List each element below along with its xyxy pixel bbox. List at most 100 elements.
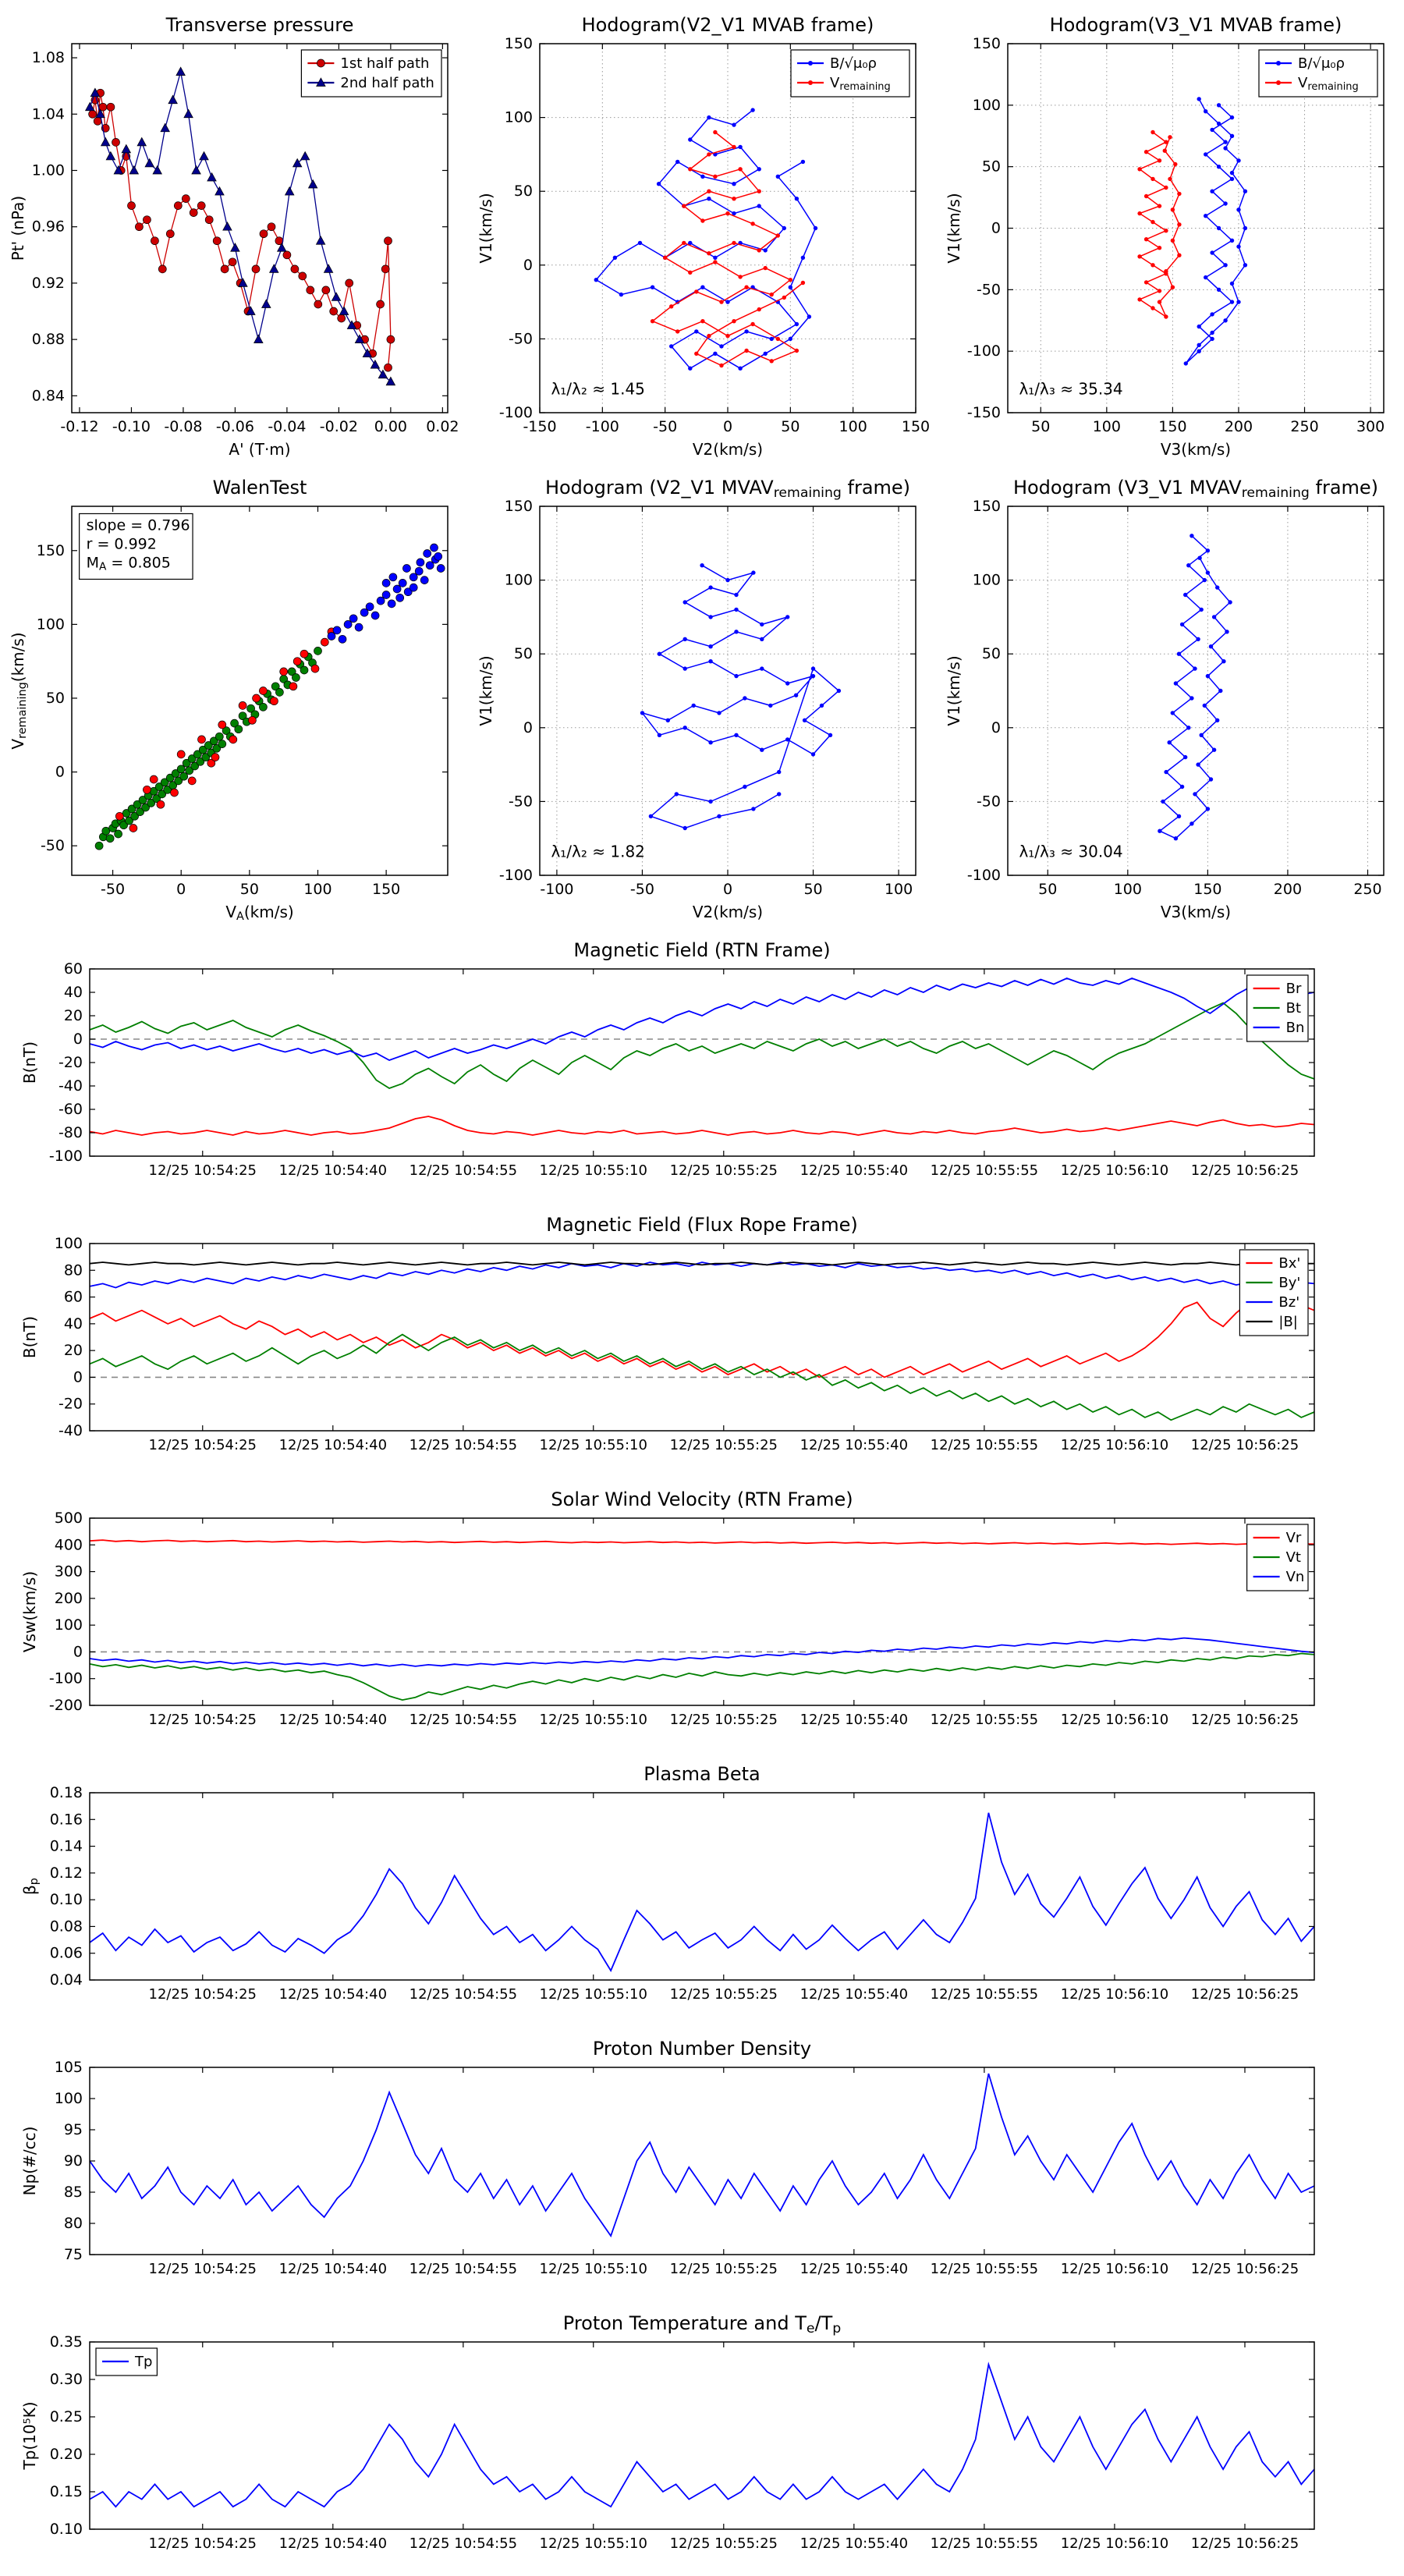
x-tick-label: 0 — [723, 881, 732, 898]
legend-label: By' — [1278, 1275, 1300, 1291]
plasma-beta-series — [89, 1812, 1315, 1972]
y-tick-label: 50 — [982, 158, 1001, 176]
chart-title: Magnetic Field (RTN Frame) — [573, 939, 830, 961]
y-tick-label: 0 — [523, 719, 533, 736]
legend-label: |B| — [1278, 1314, 1297, 1330]
y-tick-label: -40 — [58, 1077, 83, 1095]
x-tick-label: 12/25 10:56:25 — [1191, 1712, 1299, 1728]
y-tick-label: 0 — [991, 220, 1001, 237]
y-tick-label: -100 — [967, 342, 1001, 360]
y-tick-label: 150 — [973, 498, 1001, 515]
x-tick-label: 12/25 10:56:10 — [1061, 2535, 1168, 2552]
Bt-line — [89, 1002, 1315, 1089]
hodogram-v2v1-mvab-series — [594, 108, 818, 371]
walen-test-series — [94, 543, 445, 850]
y-tick-label: 0 — [73, 1031, 83, 1048]
transverse-pressure-series — [84, 66, 396, 386]
y-tick-label: -200 — [49, 1697, 83, 1714]
x-axis-label: VA(km/s) — [225, 903, 293, 923]
x-tick-label: -50 — [101, 881, 125, 898]
hodogram-v3v1-mvav-svg: 50 100 150 200 250 -100 -50 0 50 100 150 Hodogram (… — [945, 477, 1384, 921]
solar-wind-velocity-rtn-svg: 12/25 10:54:25 12/25 10:54:40 12/25 10:54:… — [20, 1488, 1315, 1728]
proton-number-density-svg: 12/25 10:54:25 12/25 10:54:40 12/25 10:54:… — [20, 2038, 1315, 2277]
x-tick-label: 250 — [1353, 881, 1381, 898]
y-tick-label: -50 — [977, 793, 1001, 810]
y-tick-label: 0.88 — [32, 331, 65, 348]
y-tick-label: 150 — [973, 35, 1001, 52]
v-remaining-path-line — [651, 131, 803, 367]
chart-title: WalenTest — [213, 477, 307, 499]
y-tick-label: 100 — [505, 109, 533, 126]
y-tick-label: 300 — [55, 1563, 83, 1581]
x-tick-label: 12/25 10:54:55 — [410, 1437, 517, 1453]
Vr-line — [89, 1539, 1315, 1545]
y-tick-label: 1.08 — [32, 49, 65, 66]
y-tick-label: 150 — [505, 35, 533, 52]
x-tick-label: 12/25 10:54:40 — [279, 2261, 387, 2277]
legend-label: Bn — [1286, 1020, 1305, 1036]
x-tick-label: 12/25 10:55:40 — [800, 1162, 908, 1179]
x-tick-label: 12/25 10:56:25 — [1191, 1162, 1299, 1179]
y-tick-label: 1.04 — [32, 105, 65, 122]
x-tick-label: -100 — [586, 418, 619, 435]
hodogram-v2v1-mvav-series — [640, 563, 842, 831]
x-tick-label: 12/25 10:55:25 — [670, 1712, 778, 1728]
walen-test-svg: -50 0 50 100 150 -50 0 50 100 150 WalenTest VA(km/s… — [9, 477, 448, 923]
y-tick-label: 0 — [523, 257, 533, 274]
chart-title: Hodogram (V2_V1 MVAVremaining frame) — [545, 477, 910, 501]
x-tick-label: 50 — [803, 881, 822, 898]
legend-label: Vn — [1286, 1569, 1305, 1585]
stats-box — [79, 513, 193, 580]
y-tick-label: -100 — [499, 867, 533, 884]
y-axis-label: V1(km/s) — [477, 193, 495, 263]
x-tick-label: 12/25 10:55:40 — [800, 1437, 908, 1453]
x-tick-label: 12/25 10:54:40 — [279, 1712, 387, 1728]
x-axis-label: V2(km/s) — [693, 903, 763, 921]
x-tick-label: 12/25 10:54:40 — [279, 2535, 387, 2552]
y-tick-label: 0.25 — [50, 2408, 83, 2425]
x-tick-label: -0.08 — [164, 418, 202, 435]
y-axis-label: Np(#/cc) — [20, 2127, 39, 2196]
x-tick-label: 12/25 10:54:25 — [149, 1712, 257, 1728]
y-tick-label: 85 — [64, 2184, 83, 2201]
x-tick-label: 12/25 10:55:10 — [540, 1162, 647, 1179]
y-tick-label: 50 — [514, 645, 533, 662]
x-tick-label: -150 — [523, 418, 556, 435]
legend: B/√μ₀ρ Vremaining — [790, 49, 910, 98]
stats-line: r = 0.992 — [87, 535, 157, 552]
y-tick-label: 0.30 — [50, 2371, 83, 2388]
y-axis-label: B(nT) — [20, 1041, 39, 1084]
y-tick-label: -100 — [49, 1148, 83, 1165]
y-tick-label: 0 — [991, 719, 1001, 736]
y-tick-label: 0.14 — [50, 1838, 83, 1855]
x-tick-label: 12/25 10:56:10 — [1061, 1162, 1168, 1179]
x-tick-label: -0.12 — [60, 418, 98, 435]
y-tick-label: 400 — [55, 1536, 83, 1553]
x-tick-label: 100 — [1093, 418, 1121, 435]
x-tick-label: 12/25 10:55:10 — [540, 1712, 647, 1728]
x-tick-label: 12/25 10:55:25 — [670, 1437, 778, 1453]
y-tick-label: 100 — [55, 1616, 83, 1634]
y-tick-label: 0.15 — [50, 2483, 83, 2500]
y-tick-label: -40 — [58, 1422, 83, 1439]
x-tick-label: 100 — [303, 881, 332, 898]
chart-title: Magnetic Field (Flux Rope Frame) — [546, 1214, 857, 1236]
y-tick-label: 0.12 — [50, 1865, 83, 1882]
y-tick-label: 0.08 — [50, 1918, 83, 1935]
legend: Br Bt Bn — [1246, 974, 1309, 1042]
y-tick-label: 50 — [46, 690, 65, 707]
x-tick-label: 12/25 10:54:40 — [279, 1437, 387, 1453]
x-tick-label: 12/25 10:55:10 — [540, 1986, 647, 2003]
v-remaining-path-line — [1138, 131, 1180, 319]
y-tick-label: 1.00 — [32, 161, 65, 179]
chart-title: Plasma Beta — [644, 1763, 760, 1785]
plot-proton-number-density: 12/25 10:54:25 12/25 10:54:40 12/25 10:54:… — [0, 2024, 1404, 2298]
legend-label: Vr — [1286, 1530, 1302, 1546]
Vt-line — [89, 1652, 1315, 1701]
chart-title: Hodogram(V2_V1 MVAB frame) — [582, 14, 874, 36]
annotation-text: λ₁/λ₃ ≈ 30.04 — [1019, 842, 1122, 860]
x-tick-label: 200 — [1225, 418, 1253, 435]
x-tick-label: 100 — [839, 418, 867, 435]
x-axis-label: V2(km/s) — [693, 440, 763, 459]
x-tick-label: 250 — [1290, 418, 1318, 435]
